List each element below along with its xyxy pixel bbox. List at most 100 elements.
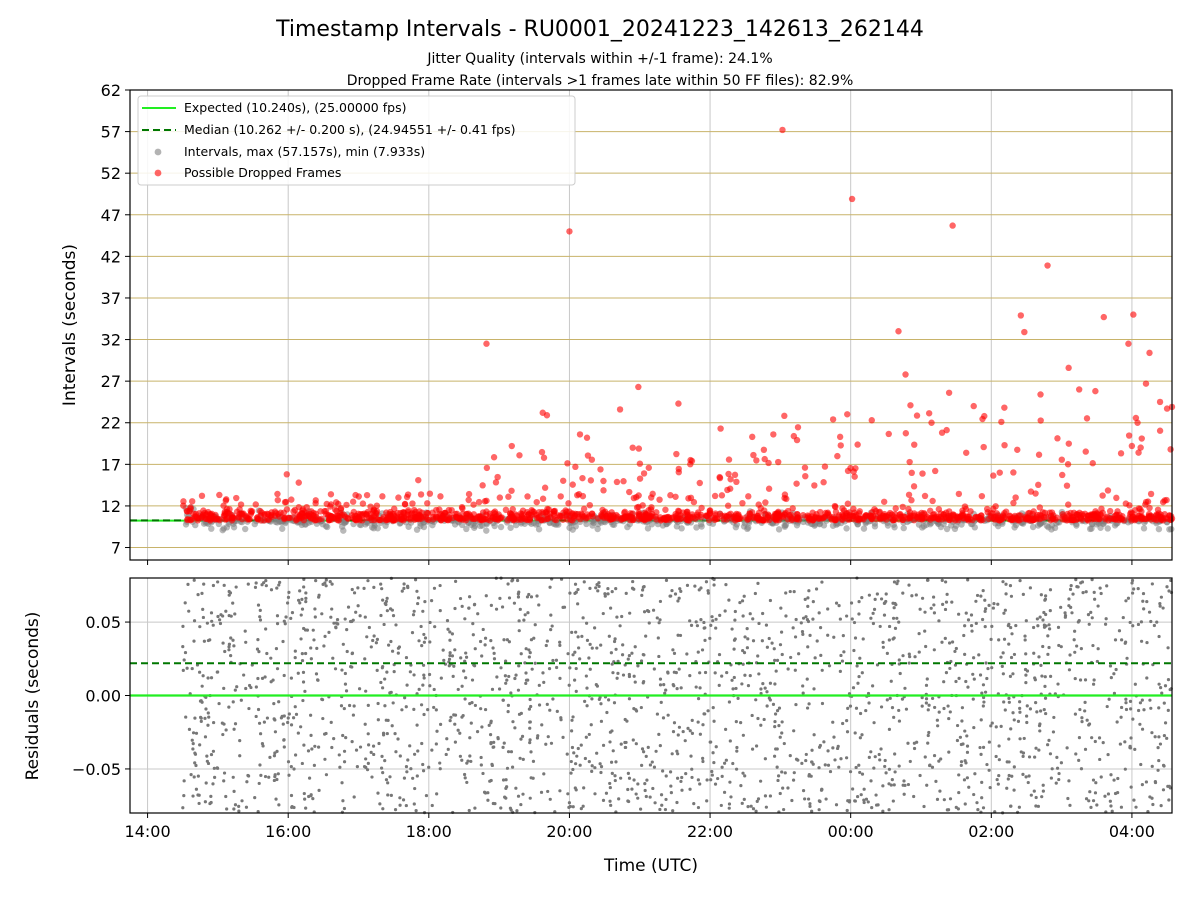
residual-point xyxy=(422,640,426,644)
residual-point xyxy=(264,584,268,588)
residual-point xyxy=(287,773,291,777)
interval-point xyxy=(276,518,283,525)
residual-point xyxy=(423,600,427,604)
residual-point xyxy=(181,645,185,649)
residual-point xyxy=(986,666,990,671)
residual-point xyxy=(663,691,667,695)
dropped-frame-point xyxy=(349,498,357,505)
residual-point xyxy=(504,659,508,663)
residual-point xyxy=(778,735,782,739)
residual-point xyxy=(231,601,235,605)
residual-point xyxy=(576,635,580,639)
residual-point xyxy=(1018,700,1022,704)
dropped-frame-point xyxy=(985,515,993,523)
residual-point xyxy=(746,637,750,641)
dropped-frame-point xyxy=(913,412,921,419)
residual-point xyxy=(379,582,383,586)
residual-point xyxy=(967,785,971,789)
residual-point xyxy=(867,593,871,597)
residual-point xyxy=(964,611,968,615)
residual-point xyxy=(473,602,477,606)
dropped-frame-outlier xyxy=(1156,398,1164,406)
residual-point xyxy=(350,587,354,592)
residual-point xyxy=(675,687,679,691)
dropped-frame-point xyxy=(789,505,796,512)
residual-point xyxy=(1138,701,1143,705)
residual-point xyxy=(322,644,326,648)
residual-point xyxy=(944,670,949,675)
residual-point xyxy=(713,671,717,675)
residual-point xyxy=(1157,634,1161,639)
residual-point xyxy=(879,747,883,751)
residual-point xyxy=(1109,773,1113,777)
dropped-frame-point xyxy=(475,498,483,506)
residual-point xyxy=(862,798,866,802)
residual-point xyxy=(714,617,718,621)
residual-point xyxy=(673,592,678,596)
residual-point xyxy=(417,687,421,691)
residual-point xyxy=(489,639,493,643)
residual-point xyxy=(757,621,761,626)
residual-point xyxy=(363,615,367,619)
dropped-frame-point xyxy=(459,516,466,523)
residual-point xyxy=(944,600,949,604)
dropped-frame-point xyxy=(1014,516,1021,524)
residual-point xyxy=(419,624,423,629)
residual-point xyxy=(987,603,991,607)
residual-point xyxy=(1119,705,1124,710)
residual-point xyxy=(1098,757,1102,762)
residual-point xyxy=(871,611,875,615)
residual-point xyxy=(644,794,648,799)
dropped-frame-point xyxy=(635,492,642,499)
dropped-frame-point xyxy=(745,493,752,500)
residual-point xyxy=(566,652,570,656)
residual-point xyxy=(639,807,643,811)
residual-point xyxy=(201,615,205,620)
residual-point xyxy=(293,656,297,660)
residual-point xyxy=(784,614,788,618)
residual-point xyxy=(447,657,452,661)
residual-point xyxy=(222,686,226,690)
residual-point xyxy=(932,611,937,615)
dropped-frame-point xyxy=(470,501,477,508)
residual-point xyxy=(1138,722,1142,726)
dropped-frame-point xyxy=(963,449,970,456)
residual-point xyxy=(499,666,503,670)
legend-dropped-label: Possible Dropped Frames xyxy=(184,165,341,180)
dropped-frame-outlier xyxy=(1146,349,1153,357)
dropped-frame-point xyxy=(648,513,655,520)
residual-point xyxy=(1149,619,1153,624)
residual-point xyxy=(223,649,227,654)
residual-point xyxy=(467,808,471,813)
residual-point xyxy=(385,731,389,736)
dropped-frame-outlier xyxy=(1163,405,1171,412)
dropped-frame-point xyxy=(959,511,967,519)
residual-point xyxy=(756,797,761,801)
residual-point xyxy=(1139,620,1144,624)
dropped-frame-point xyxy=(925,410,933,417)
residual-point xyxy=(811,600,815,604)
dropped-frame-point xyxy=(1098,505,1105,513)
residual-point xyxy=(933,705,937,710)
residual-point xyxy=(259,773,263,777)
residual-point xyxy=(453,606,457,611)
residual-point xyxy=(269,656,273,660)
residual-point xyxy=(659,700,663,705)
residual-point xyxy=(608,785,612,790)
residual-point xyxy=(275,749,279,753)
residual-point xyxy=(366,579,370,583)
residual-point xyxy=(330,582,334,586)
dropped-frame-point xyxy=(574,510,582,518)
residual-point xyxy=(980,691,984,695)
residual-point xyxy=(342,806,347,811)
residual-point xyxy=(264,627,268,631)
residual-point xyxy=(449,715,453,719)
dropped-frame-point xyxy=(569,481,576,488)
residual-point xyxy=(1129,785,1133,789)
residual-point xyxy=(463,697,467,701)
residual-point xyxy=(942,680,946,684)
residual-point xyxy=(588,586,592,590)
residual-point xyxy=(712,760,716,765)
residual-point xyxy=(723,761,727,765)
residual-point xyxy=(1016,719,1021,723)
